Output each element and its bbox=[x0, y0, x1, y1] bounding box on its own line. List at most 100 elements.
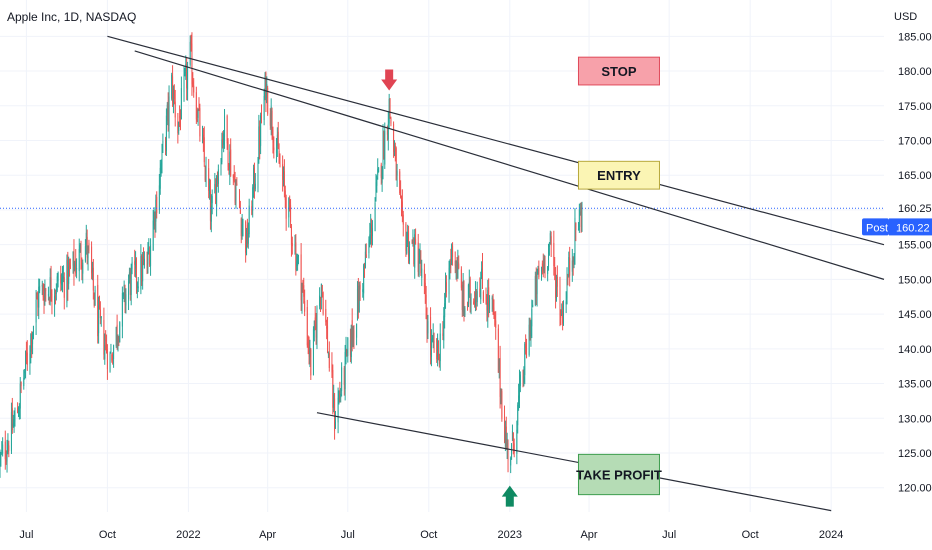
annotation-boxes[interactable]: STOP ENTRY TAKE PROFIT bbox=[576, 56, 662, 496]
candle-body[interactable] bbox=[319, 295, 321, 307]
candle-body[interactable] bbox=[497, 328, 499, 373]
candle-body[interactable] bbox=[524, 343, 526, 376]
candle-body[interactable] bbox=[364, 263, 366, 267]
candle-body[interactable] bbox=[344, 351, 346, 390]
candle-body[interactable] bbox=[94, 289, 96, 306]
candle-body[interactable] bbox=[475, 290, 477, 300]
candle-body[interactable] bbox=[368, 239, 370, 254]
candle-body[interactable] bbox=[39, 285, 41, 291]
candle-body[interactable] bbox=[37, 299, 39, 308]
time-axis[interactable]: Jul Oct 2022 Apr Jul Oct 2023 Apr Jul Oct 2024 bbox=[19, 529, 843, 541]
candle-body[interactable] bbox=[394, 145, 396, 152]
candle-body[interactable] bbox=[115, 326, 117, 347]
candle-body[interactable] bbox=[480, 278, 482, 300]
annotation-box[interactable] bbox=[577, 56, 660, 86]
candle-body[interactable] bbox=[233, 174, 235, 181]
candle-body[interactable] bbox=[474, 300, 476, 303]
candle-body[interactable] bbox=[248, 205, 250, 235]
candle-body[interactable] bbox=[314, 317, 316, 325]
candle-body[interactable] bbox=[100, 316, 102, 319]
candle-body[interactable] bbox=[272, 129, 274, 143]
candle-body[interactable] bbox=[44, 289, 46, 302]
candle-body[interactable] bbox=[251, 206, 253, 215]
candle-body[interactable] bbox=[199, 108, 201, 137]
candle-body[interactable] bbox=[191, 43, 193, 85]
candle-body[interactable] bbox=[87, 245, 89, 259]
candle-body[interactable] bbox=[444, 303, 446, 318]
candle-body[interactable] bbox=[501, 391, 503, 419]
candle-body[interactable] bbox=[454, 260, 456, 266]
candle-body[interactable] bbox=[128, 281, 130, 300]
candle-body[interactable] bbox=[190, 40, 192, 46]
candle-body[interactable] bbox=[252, 187, 254, 211]
candle-body[interactable] bbox=[485, 296, 487, 305]
candle-body[interactable] bbox=[430, 316, 432, 355]
candle-body[interactable] bbox=[215, 184, 217, 204]
candle-body[interactable] bbox=[306, 307, 308, 346]
candle-body[interactable] bbox=[560, 315, 562, 318]
candle-body[interactable] bbox=[235, 187, 237, 201]
candle-body[interactable] bbox=[253, 168, 255, 189]
candle-body[interactable] bbox=[10, 412, 12, 452]
candle-body[interactable] bbox=[571, 260, 573, 272]
candle-body[interactable] bbox=[80, 246, 82, 264]
candle-body[interactable] bbox=[439, 333, 441, 362]
candle-body[interactable] bbox=[473, 301, 475, 305]
candle-body[interactable] bbox=[322, 292, 324, 314]
candle-body[interactable] bbox=[513, 443, 515, 453]
candle-body[interactable] bbox=[442, 333, 444, 336]
candle-body[interactable] bbox=[463, 283, 465, 312]
candle-body[interactable] bbox=[25, 351, 27, 356]
candle-body[interactable] bbox=[278, 150, 280, 163]
candle-body[interactable] bbox=[84, 246, 86, 262]
candle-body[interactable] bbox=[380, 164, 382, 178]
candle-body[interactable] bbox=[61, 278, 63, 286]
candle-body[interactable] bbox=[333, 394, 335, 408]
candle-body[interactable] bbox=[481, 268, 483, 279]
candle-body[interactable] bbox=[468, 281, 470, 287]
candle-body[interactable] bbox=[91, 246, 93, 274]
candle-body[interactable] bbox=[334, 398, 336, 431]
candle-body[interactable] bbox=[106, 343, 108, 353]
candle-body[interactable] bbox=[0, 457, 1, 466]
candle-body[interactable] bbox=[511, 444, 513, 460]
candle-body[interactable] bbox=[297, 255, 299, 257]
candle-body[interactable] bbox=[430, 339, 432, 357]
candle-body[interactable] bbox=[347, 338, 349, 357]
candle-body[interactable] bbox=[50, 277, 52, 298]
candle-body[interactable] bbox=[192, 81, 194, 87]
candle-body[interactable] bbox=[326, 326, 328, 329]
candle-body[interactable] bbox=[406, 240, 408, 254]
candle-body[interactable] bbox=[316, 307, 318, 339]
trendline[interactable] bbox=[107, 35, 885, 246]
candle-body[interactable] bbox=[504, 431, 506, 447]
candle-body[interactable] bbox=[573, 257, 575, 262]
candle-body[interactable] bbox=[8, 445, 10, 451]
candle-body[interactable] bbox=[561, 313, 563, 316]
candle-body[interactable] bbox=[271, 111, 273, 134]
candle-body[interactable] bbox=[209, 191, 211, 221]
candle-body[interactable] bbox=[390, 118, 392, 124]
candle-body[interactable] bbox=[418, 261, 420, 276]
candle-body[interactable] bbox=[178, 121, 180, 131]
candle-body[interactable] bbox=[495, 320, 497, 328]
candle-body[interactable] bbox=[512, 432, 514, 444]
candle-body[interactable] bbox=[363, 265, 365, 294]
candle-body[interactable] bbox=[445, 282, 447, 292]
candle-body[interactable] bbox=[216, 172, 218, 181]
candle-body[interactable] bbox=[125, 294, 127, 306]
candle-body[interactable] bbox=[419, 254, 421, 260]
candle-body[interactable] bbox=[337, 397, 339, 423]
candle-body[interactable] bbox=[264, 75, 266, 99]
candle-body[interactable] bbox=[482, 291, 484, 302]
candle-body[interactable] bbox=[396, 170, 398, 176]
candle-body[interactable] bbox=[179, 115, 181, 125]
candle-body[interactable] bbox=[31, 336, 33, 348]
candle-body[interactable] bbox=[510, 458, 512, 466]
candle-body[interactable] bbox=[60, 274, 62, 284]
candle-body[interactable] bbox=[279, 165, 281, 167]
candle-body[interactable] bbox=[202, 137, 204, 141]
candle-body[interactable] bbox=[313, 320, 315, 331]
candle-body[interactable] bbox=[350, 325, 352, 358]
candle-body[interactable] bbox=[156, 196, 158, 214]
